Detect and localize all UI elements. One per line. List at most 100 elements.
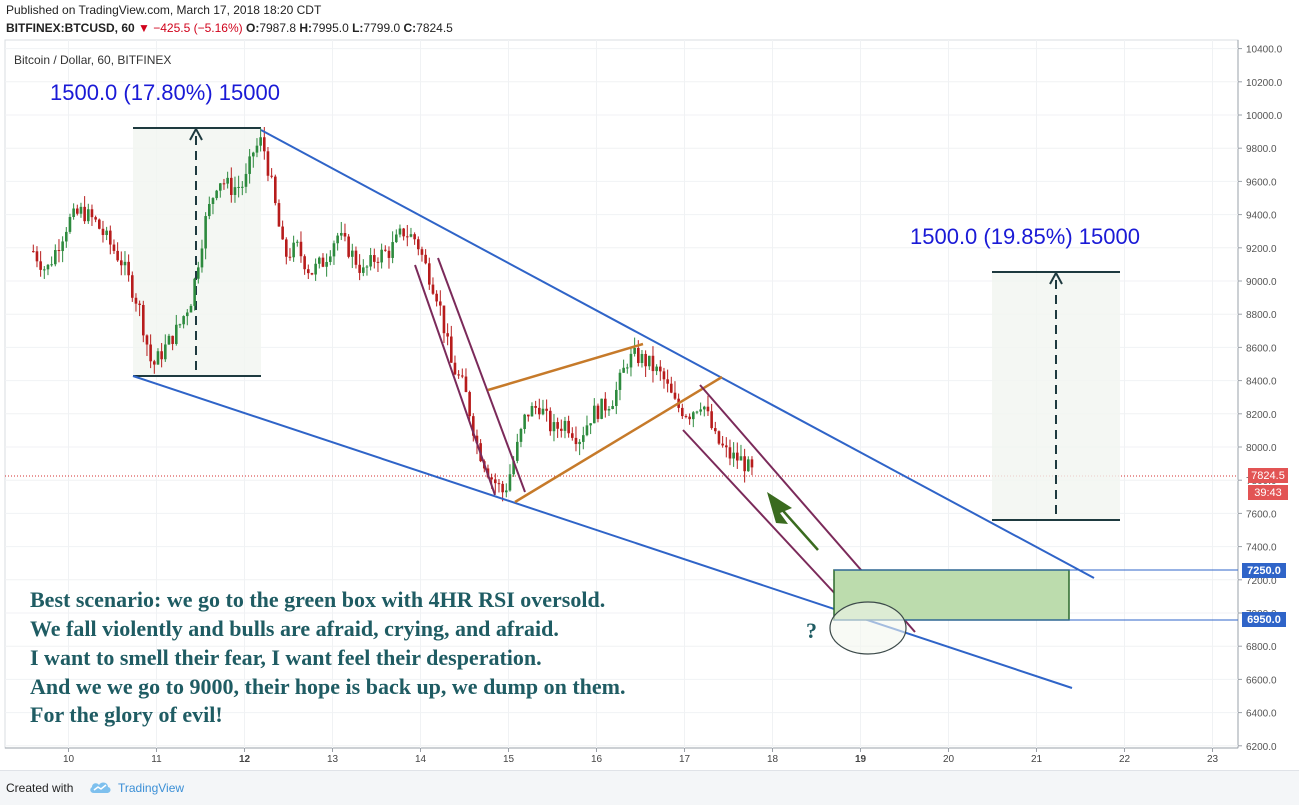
candle-up: [248, 156, 251, 174]
triangle-upper-line[interactable]: [487, 342, 644, 392]
high-value: 7995.0: [312, 21, 349, 35]
measure-right-label: 1500.0 (19.85%) 15000: [910, 224, 1140, 249]
x-tick-label: 22: [1119, 754, 1131, 765]
candle-down: [670, 383, 673, 393]
candle-down: [560, 428, 563, 431]
y-tick-label: 7400.0: [1246, 543, 1277, 554]
candle-up: [61, 241, 64, 252]
candle-down: [343, 232, 347, 237]
candle-up: [692, 412, 695, 420]
price-change: ▼ −425.5 (−5.16%): [138, 21, 243, 35]
channel1-left-line[interactable]: [414, 264, 496, 496]
y-tick-label: 7200.0: [1246, 576, 1277, 587]
x-tick-label: 21: [1031, 754, 1043, 765]
candle-up: [611, 406, 614, 409]
candle-up: [629, 353, 633, 368]
candle-down: [138, 303, 141, 305]
candle-down: [725, 445, 728, 448]
candle-down: [534, 406, 537, 408]
candle-down: [153, 361, 156, 365]
candle-up: [365, 266, 369, 268]
candle-down: [549, 410, 552, 432]
candle-up: [600, 398, 603, 419]
y-tick-label: 9200.0: [1246, 244, 1277, 255]
candle-down: [662, 371, 666, 380]
annotation-text: Best scenario: we go to the green box wi…: [30, 587, 625, 727]
candle-down: [442, 305, 446, 334]
candle-down: [83, 206, 86, 222]
candle-down: [659, 366, 662, 372]
channel2-lower-line[interactable]: [682, 429, 853, 613]
candle-down: [402, 228, 405, 237]
candle-down: [651, 355, 655, 372]
candle-up: [259, 137, 262, 146]
candle-down: [461, 375, 464, 377]
candle-up: [369, 255, 372, 267]
candle-up: [409, 234, 413, 237]
candle-down: [706, 406, 710, 412]
x-tick-label: 11: [151, 754, 162, 765]
measure-left[interactable]: [133, 126, 261, 377]
candle-up: [505, 490, 508, 493]
candle-down: [277, 203, 281, 227]
x-tick-label: 17: [679, 754, 691, 765]
wedge-upper-trendline[interactable]: [260, 129, 1095, 579]
x-axis-ticks: 10 11 12 13 14 15 16 17 18 19 20 21 22 23: [63, 748, 1218, 765]
annotation-line-2: We fall violently and bulls are afraid, …: [30, 616, 559, 641]
symbol-ohlc-line: BITFINEX:BTCUSD, 60 ▼ −425.5 (−5.16%) O:…: [6, 21, 453, 35]
candle-down: [90, 209, 94, 218]
candle-up: [193, 278, 196, 306]
candle-up: [156, 351, 160, 365]
triangle-lower-line[interactable]: [514, 375, 723, 504]
candle-down: [538, 407, 541, 415]
candle-up: [167, 335, 171, 345]
candle-down: [497, 483, 501, 485]
footer: Created with TradingView: [0, 770, 1299, 805]
y-tick-label: 10400.0: [1246, 45, 1283, 56]
candle-down: [571, 433, 574, 438]
candle-down: [373, 255, 376, 262]
wedge-lower-trendline[interactable]: [132, 375, 1073, 689]
measure-right[interactable]: [992, 270, 1120, 521]
candle-down: [446, 333, 449, 337]
candle-up: [318, 257, 321, 264]
candle-up: [189, 305, 193, 313]
price-chart[interactable]: 6200.06400.06600.06800.07000.07200.07400…: [0, 0, 1299, 770]
candle-down: [35, 251, 39, 262]
question-mark: ?: [806, 618, 817, 643]
candle-down: [717, 431, 721, 444]
y-tick-label: 8200.0: [1246, 410, 1277, 421]
candle-up: [732, 452, 735, 459]
candle-down: [596, 405, 600, 419]
last-price-badge: 7824.5: [1248, 468, 1288, 483]
candle-up: [633, 347, 636, 354]
candle-up: [351, 250, 354, 257]
candle-up: [391, 242, 394, 258]
candle-up: [585, 425, 589, 436]
highlight-ellipse[interactable]: [829, 601, 907, 655]
candle-up: [578, 441, 581, 445]
y-axis-ticks: 6200.06400.06600.06800.07000.07200.07400…: [1238, 45, 1283, 753]
candle-up: [541, 408, 545, 415]
tradingview-brand-link[interactable]: TradingView: [118, 781, 185, 795]
candle-down: [222, 183, 226, 185]
last-price-value: 7824.5: [1251, 470, 1285, 482]
candle-up: [65, 231, 68, 242]
candle-up: [241, 186, 244, 188]
candle-up: [211, 198, 215, 204]
candle-down: [98, 219, 101, 229]
x-tick-label: 13: [327, 754, 339, 765]
chart-title: Bitcoin / Dollar, 60, BITFINEX: [14, 53, 171, 67]
channel1-right-line[interactable]: [437, 257, 526, 493]
candle-up: [178, 324, 182, 326]
candle-down: [494, 479, 497, 484]
y-tick-label: 10200.0: [1246, 78, 1283, 89]
candle-up: [362, 267, 365, 273]
candle-up: [237, 186, 240, 188]
candle-up: [655, 366, 658, 372]
symbol-name[interactable]: BITFINEX:BTCUSD, 60: [6, 21, 135, 35]
candle-down: [160, 351, 163, 360]
candle-down: [710, 411, 713, 429]
candle-up: [699, 409, 702, 412]
candle-up: [380, 249, 383, 263]
